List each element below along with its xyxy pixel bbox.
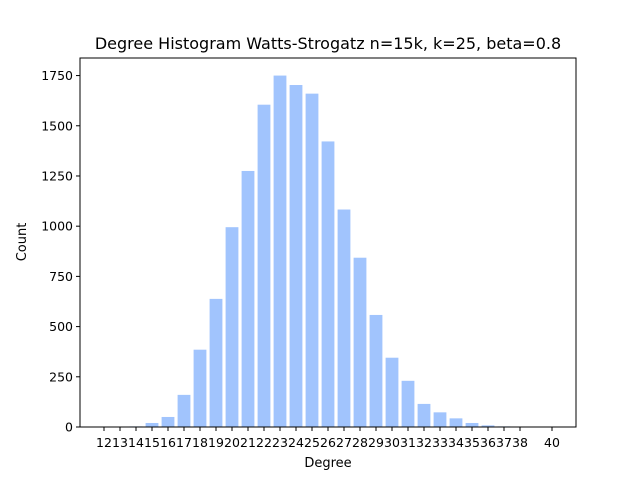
x-tick-label-15: 15 — [144, 435, 160, 450]
x-tick-label-13: 13 — [112, 435, 128, 450]
x-tick-label-17: 17 — [176, 435, 192, 450]
bar-32 — [417, 403, 431, 427]
chart-title: Degree Histogram Watts-Strogatz n=15k, k… — [95, 34, 561, 53]
bar-20 — [225, 227, 239, 427]
bar-16 — [161, 416, 175, 427]
bar-15 — [145, 422, 159, 427]
x-axis-ticks: 12 13 14 15 16 17 18 19 20 21 22 23 24 25 26 27 28 29 30 31… — [96, 427, 560, 450]
x-tick-label-27: 27 — [336, 435, 352, 450]
x-tick-label-34: 34 — [448, 435, 464, 450]
x-tick-label-24: 24 — [288, 435, 304, 450]
plot-area: 12 13 14 15 16 17 18 19 20 21 22 23 24 25 26 27 28 29 30 31… — [41, 57, 577, 450]
bar-30 — [385, 357, 399, 427]
x-axis-label: Degree — [304, 456, 351, 471]
bar-28 — [353, 257, 367, 427]
bar-18 — [193, 349, 207, 427]
x-tick-label-22: 22 — [256, 435, 272, 450]
y-axis-label: Count — [15, 223, 30, 262]
bar-31 — [401, 380, 415, 427]
bar-22 — [257, 104, 271, 427]
bar-27 — [337, 209, 351, 427]
y-axis-ticks: 0 250 500 750 1000 1250 1500 1750 — [41, 68, 80, 435]
y-tick-label-0: 0 — [65, 420, 73, 435]
x-tick-label-31: 31 — [400, 435, 416, 450]
y-tick-label-250: 250 — [49, 369, 73, 384]
x-tick-label-30: 30 — [384, 435, 400, 450]
x-tick-label-14: 14 — [128, 435, 144, 450]
bar-34 — [449, 418, 463, 427]
bar-24 — [289, 85, 303, 427]
x-tick-label-40: 40 — [544, 435, 560, 450]
bar-23 — [273, 75, 287, 427]
x-tick-label-29: 29 — [368, 435, 384, 450]
x-tick-label-37: 37 — [496, 435, 512, 450]
bar-19 — [209, 298, 223, 427]
x-tick-label-32: 32 — [416, 435, 432, 450]
bar-26 — [321, 141, 335, 427]
x-tick-label-35: 35 — [464, 435, 480, 450]
x-tick-label-21: 21 — [240, 435, 256, 450]
x-tick-label-28: 28 — [352, 435, 368, 450]
y-tick-label-750: 750 — [49, 269, 73, 284]
x-tick-label-23: 23 — [272, 435, 288, 450]
x-tick-label-18: 18 — [192, 435, 208, 450]
x-tick-label-25: 25 — [304, 435, 320, 450]
bar-series — [113, 75, 559, 427]
x-tick-label-33: 33 — [432, 435, 448, 450]
y-tick-label-1500: 1500 — [41, 118, 73, 133]
x-tick-label-36: 36 — [480, 435, 496, 450]
bar-25 — [305, 93, 319, 427]
x-tick-label-19: 19 — [208, 435, 224, 450]
bar-21 — [241, 170, 255, 427]
y-tick-label-1250: 1250 — [41, 168, 73, 183]
bar-17 — [177, 394, 191, 427]
bar-33 — [433, 412, 447, 427]
y-tick-label-1750: 1750 — [41, 68, 73, 83]
x-tick-label-20: 20 — [224, 435, 240, 450]
x-tick-label-16: 16 — [160, 435, 176, 450]
x-tick-label-38: 38 — [512, 435, 528, 450]
y-tick-label-500: 500 — [49, 319, 73, 334]
x-tick-label-26: 26 — [320, 435, 336, 450]
bar-35 — [465, 422, 479, 427]
x-tick-label-12: 12 — [96, 435, 112, 450]
bar-36 — [481, 425, 495, 427]
y-tick-label-1000: 1000 — [41, 219, 73, 234]
bar-29 — [369, 314, 383, 427]
